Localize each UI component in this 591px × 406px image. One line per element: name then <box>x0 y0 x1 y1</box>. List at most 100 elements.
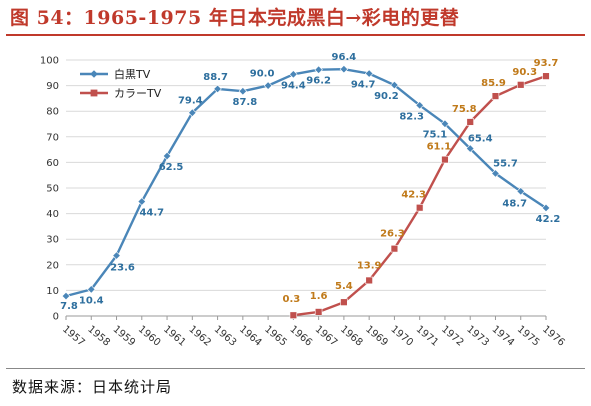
data-label: 90.0 <box>250 69 275 80</box>
data-label: 75.1 <box>423 130 448 141</box>
data-point <box>339 64 349 74</box>
data-label: 85.9 <box>481 78 506 89</box>
x-tick-label: 1971 <box>414 324 441 349</box>
data-point <box>314 308 323 316</box>
data-label: 44.7 <box>139 208 164 219</box>
data-label: 10.4 <box>79 295 104 306</box>
data-label: 5.4 <box>335 281 353 292</box>
legend-label: カラーTV <box>114 87 162 100</box>
data-point <box>340 298 348 306</box>
data-point <box>213 84 222 94</box>
data-label: 55.7 <box>493 158 518 169</box>
data-point <box>314 65 323 74</box>
x-tick-label: 1968 <box>338 324 365 349</box>
data-label: 75.8 <box>452 104 477 115</box>
data-point <box>516 187 525 196</box>
legend-marker <box>90 70 98 78</box>
x-tick-label: 1958 <box>85 324 112 349</box>
chart-container: 0 10 20 30 40 50 60 70 80 90 100 1957 1958 1959 1960 19… <box>0 38 591 366</box>
y-tick-label: 10 <box>46 286 59 297</box>
x-tick-label: 1970 <box>388 324 415 349</box>
data-point <box>390 244 399 253</box>
data-point <box>415 101 424 110</box>
data-point <box>289 70 298 79</box>
y-tick-label: 40 <box>46 209 59 220</box>
data-point <box>390 80 399 90</box>
data-label: 88.7 <box>203 72 228 83</box>
data-point <box>112 251 121 260</box>
data-point <box>415 204 424 212</box>
data-label: 42.3 <box>401 190 426 201</box>
data-point <box>541 203 551 213</box>
line-chart: 0102030405060708090100195719581959196019… <box>40 52 567 349</box>
figure-title: 图 54：1965-1975 年日本完成黑白→彩电的更替 <box>10 7 460 29</box>
y-tick-label: 0 <box>53 312 59 323</box>
data-point <box>365 276 373 285</box>
data-point <box>441 155 449 164</box>
legend: 白黒TV カラーTV <box>80 67 162 100</box>
series-line-bw-tv <box>65 68 547 298</box>
legend-label: 白黒TV <box>114 67 151 81</box>
data-point <box>263 81 273 90</box>
y-tick-label: 60 <box>46 158 59 169</box>
data-label: 1.6 <box>310 291 328 302</box>
data-label: 79.4 <box>178 96 203 107</box>
data-label: 23.6 <box>110 263 135 274</box>
data-label: 61.1 <box>427 142 452 153</box>
data-label: 94.7 <box>351 80 376 91</box>
data-label: 62.5 <box>159 162 184 173</box>
data-label: 93.7 <box>534 58 559 69</box>
x-tick-label: 1963 <box>212 324 239 349</box>
data-label: 13.9 <box>357 260 382 271</box>
data-point <box>162 151 172 161</box>
data-label: 87.8 <box>232 97 257 108</box>
y-tick-label: 50 <box>46 184 59 195</box>
data-label: 48.7 <box>502 198 527 209</box>
x-tick-label: 1976 <box>540 324 567 349</box>
data-label: 0.3 <box>283 294 301 305</box>
source-note: 数据来源：日本统计局 <box>12 378 173 396</box>
y-tick-label: 70 <box>46 132 59 143</box>
x-tick-label: 1962 <box>186 324 213 349</box>
data-point <box>517 81 525 89</box>
x-tick-label: 1975 <box>515 324 542 349</box>
x-tick-label: 1967 <box>313 324 340 349</box>
x-tick-label: 1973 <box>464 324 491 349</box>
data-point <box>491 169 500 178</box>
data-label: 82.3 <box>399 111 424 122</box>
data-point <box>87 285 96 294</box>
grid-layer <box>66 59 546 317</box>
legend-marker <box>90 89 98 97</box>
data-label: 65.4 <box>468 134 493 145</box>
x-tick-label: 1959 <box>111 324 138 349</box>
data-label-layer: 7.810.423.644.762.579.488.787.890.094.4 9… <box>60 52 560 312</box>
data-point <box>61 291 71 301</box>
x-tick-label: 1961 <box>161 324 188 349</box>
data-point <box>466 118 474 126</box>
y-tick-label: 80 <box>46 107 59 118</box>
x-tick-label: 1964 <box>237 324 264 349</box>
y-tick-label: 90 <box>46 81 59 92</box>
data-label: 96.4 <box>332 52 357 63</box>
x-tick-label: 1969 <box>363 324 390 349</box>
y-tick-label: 100 <box>40 56 59 67</box>
data-point <box>188 108 197 117</box>
data-point <box>364 69 374 78</box>
x-tick-label: 1974 <box>490 324 517 349</box>
data-label: 90.3 <box>512 67 537 78</box>
data-label: 90.2 <box>374 91 399 102</box>
data-point <box>440 119 450 128</box>
data-point <box>542 72 550 80</box>
data-point <box>137 197 147 206</box>
x-tick-label: 1972 <box>439 324 466 349</box>
data-label: 7.8 <box>60 301 78 312</box>
x-tick-label: 1965 <box>262 324 289 349</box>
x-tick-label: 1957 <box>60 324 87 349</box>
data-point <box>238 87 248 96</box>
data-label: 94.4 <box>281 80 306 91</box>
x-tick-label: 1966 <box>287 324 314 349</box>
series-layer <box>61 64 551 319</box>
data-label: 96.2 <box>306 76 331 87</box>
data-point <box>465 144 475 153</box>
data-point <box>289 311 298 319</box>
